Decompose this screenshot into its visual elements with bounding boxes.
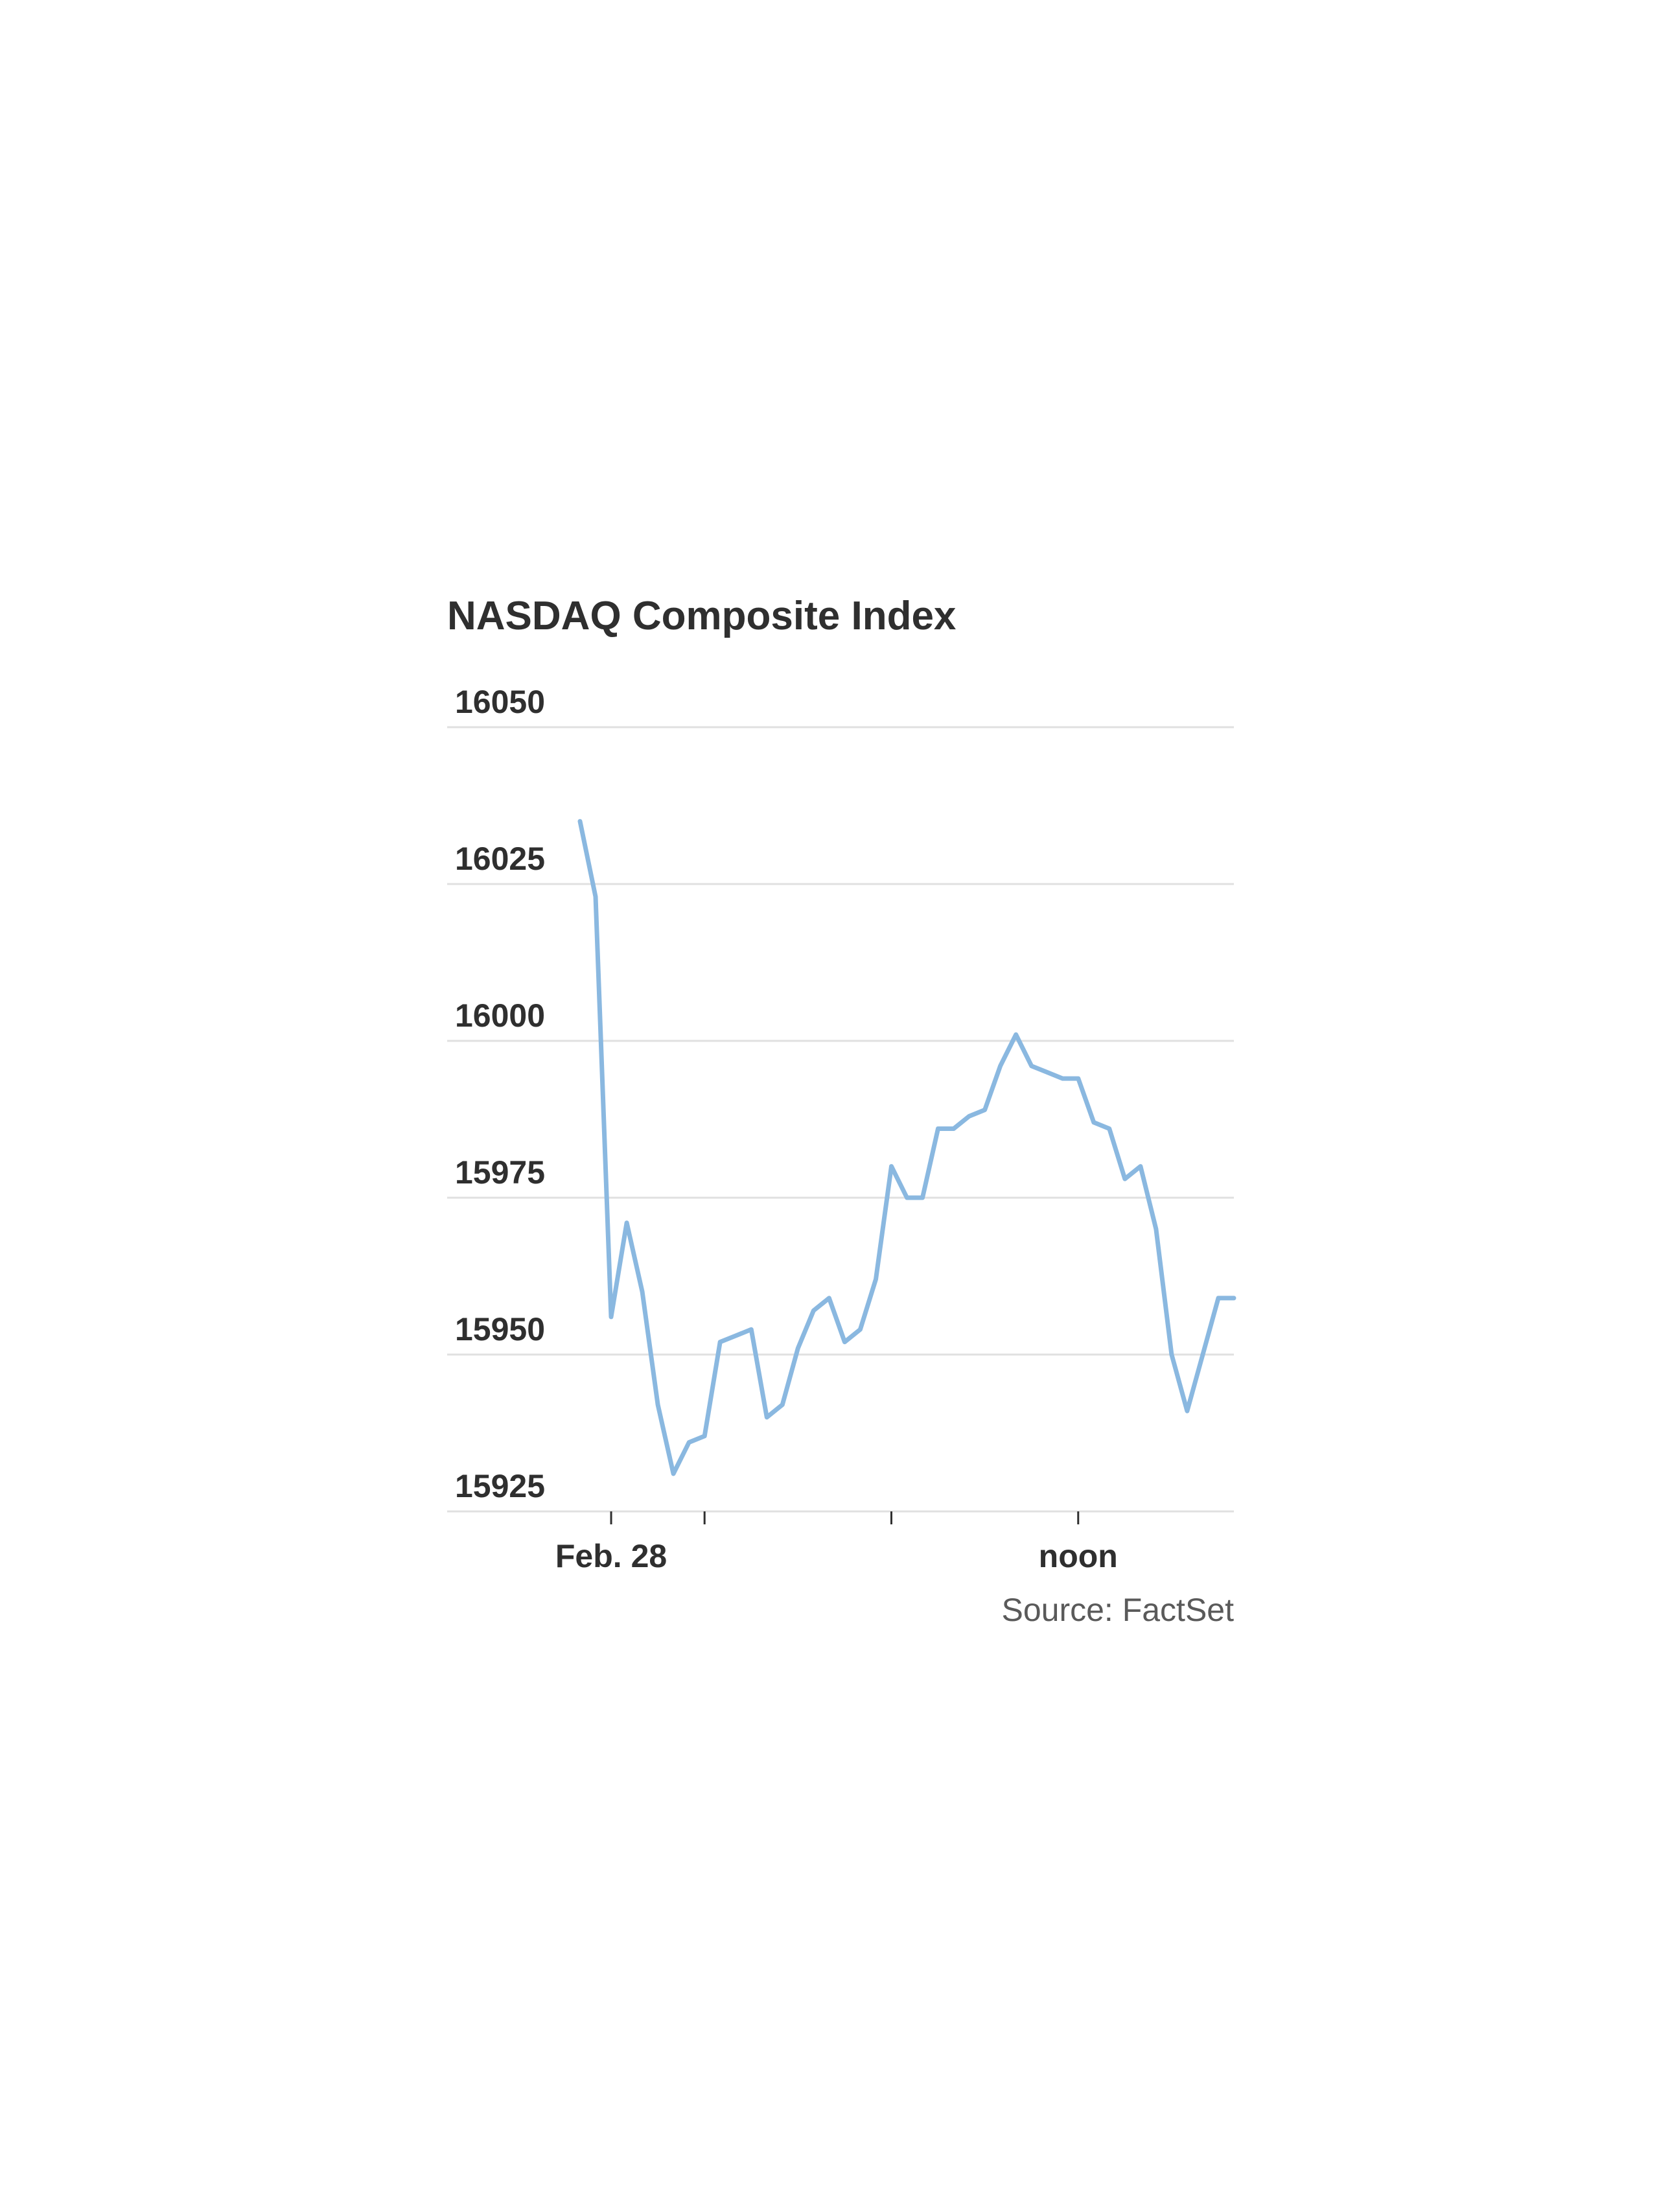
series-layer [577, 819, 1236, 1476]
y-tick-label: 16000 [455, 997, 545, 1034]
x-axis: Feb. 28 noon [555, 1511, 1118, 1574]
source-note: Source: FactSet [1001, 1592, 1235, 1628]
chart-title: NASDAQ Composite Index [447, 594, 957, 638]
y-tick-label: 15950 [455, 1311, 545, 1347]
x-tick-label: Feb. 28 [555, 1538, 667, 1574]
gridlines [447, 726, 1234, 1513]
y-tick-label: 15975 [455, 1154, 545, 1191]
y-tick-label: 16050 [455, 684, 545, 720]
y-axis-labels: 16050 16025 16000 15975 15950 15925 [455, 684, 545, 1504]
y-tick-label: 15925 [455, 1468, 545, 1504]
series-line [577, 819, 1236, 1476]
x-tick-label: noon [1039, 1538, 1118, 1574]
y-tick-label: 16025 [455, 841, 545, 877]
